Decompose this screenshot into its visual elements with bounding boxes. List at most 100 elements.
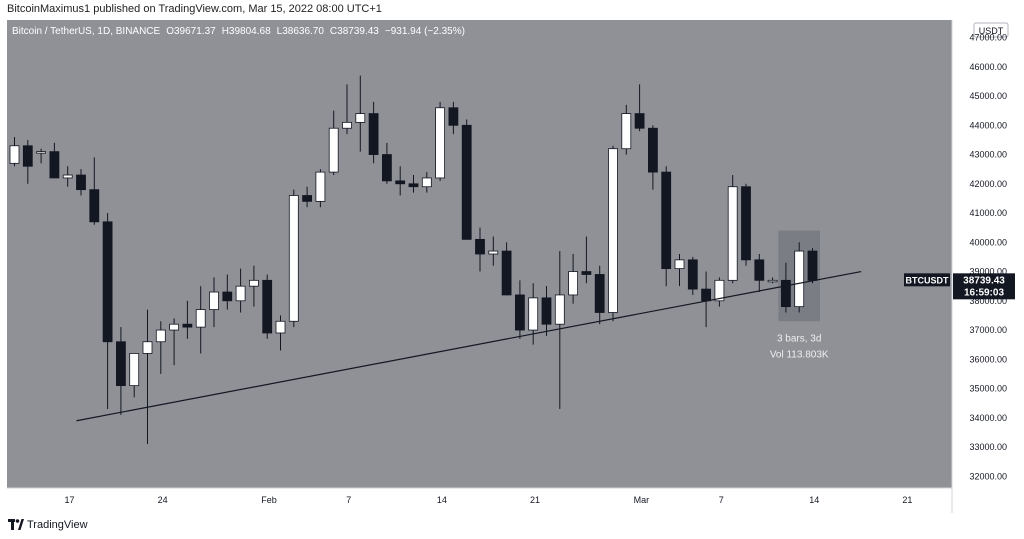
time-tick-label: Mar [634, 495, 650, 505]
candle-body [501, 250, 512, 296]
candle [342, 84, 352, 135]
candle-body [421, 177, 432, 188]
candle [621, 104, 632, 155]
candle [302, 186, 313, 208]
price-tick-label: 36000.00 [969, 354, 1007, 364]
candle-body [781, 279, 791, 308]
candle-body [754, 259, 765, 281]
candle-body [621, 113, 632, 150]
time-tick-label: 21 [530, 495, 540, 505]
price-tick-label: 43000.00 [969, 150, 1007, 160]
symbol-title: Bitcoin / TetherUS, 1D, BINANCE [12, 26, 161, 37]
symbol-tag-text: BTCUSDT [906, 275, 949, 285]
candle [381, 142, 392, 184]
price-tick-label: 38000.00 [969, 296, 1007, 306]
price-tag-value: 38739.43 [963, 275, 1005, 286]
candle [648, 125, 658, 190]
candle-body [262, 279, 273, 334]
support-trendline[interactable] [76, 270, 862, 422]
candle [355, 75, 366, 152]
candle-body [687, 259, 698, 290]
time-tick-label: Feb [261, 495, 277, 505]
candle [22, 139, 33, 184]
candle-body [475, 238, 485, 255]
candle [209, 277, 219, 328]
candle-body [275, 320, 286, 334]
price-tag-countdown: 16:59:03 [964, 287, 1004, 298]
price-tick-label: 47000.00 [969, 33, 1007, 43]
candle [315, 169, 326, 208]
tradingview-brand: TradingView [27, 519, 88, 531]
price-axis-panel [952, 20, 1017, 513]
tradingview-logo-icon [8, 519, 24, 530]
candle [608, 145, 618, 322]
last-price-label: BTCUSDT 38739.43 16:59:03 [904, 273, 1015, 300]
price-tick-label: 45000.00 [969, 91, 1007, 101]
candle-body [461, 124, 472, 240]
price-tick-label: 32000.00 [969, 471, 1007, 481]
candle-body [435, 107, 446, 179]
candle-body [169, 323, 180, 331]
candle [169, 318, 180, 366]
candle-body [608, 148, 618, 313]
price-tick-label: 37000.00 [969, 325, 1007, 335]
candle [76, 169, 86, 196]
candle-body [315, 171, 326, 202]
price-tick-label: 40000.00 [969, 237, 1007, 247]
candle [129, 353, 140, 398]
candle [328, 110, 339, 176]
candle [275, 315, 286, 351]
candle-body [342, 121, 352, 129]
candle [514, 280, 525, 339]
candle-body [368, 113, 379, 155]
candle-body [155, 329, 166, 343]
candle-body [182, 323, 193, 328]
candle-body [794, 250, 805, 308]
chart-area[interactable]: Bitcoin / TetherUS, 1D, BINANCE O39671.3… [7, 20, 1017, 513]
candle-body [288, 195, 299, 322]
candle [195, 286, 206, 354]
candle [116, 327, 126, 415]
currency-badge[interactable]: USDT [973, 22, 1009, 38]
candle [62, 166, 73, 187]
price-tick-label: 34000.00 [969, 413, 1007, 423]
ohlc-high: H39804.68 [222, 26, 271, 37]
candle-body [195, 309, 206, 328]
candle-body [488, 250, 499, 255]
candle-body [395, 180, 406, 185]
candle-body [554, 294, 565, 325]
candle [36, 148, 47, 164]
candle [594, 265, 605, 325]
candle [634, 84, 645, 132]
candle [435, 101, 446, 181]
currency-label: USDT [979, 26, 1004, 36]
ohlc-open: O39671.37 [166, 26, 216, 37]
candle [262, 274, 273, 339]
candle [368, 101, 379, 164]
time-tick-label: 17 [64, 495, 74, 505]
candle-body [102, 221, 113, 343]
candle [568, 254, 578, 304]
candle-body [248, 279, 259, 287]
candle-body [116, 341, 126, 387]
candle [222, 274, 233, 310]
candle-body [129, 353, 140, 387]
candle [9, 137, 20, 167]
candle-body [767, 279, 778, 283]
price-tick-label: 35000.00 [969, 384, 1007, 394]
price-tick-label: 44000.00 [969, 120, 1007, 130]
price-tick-label: 42000.00 [969, 179, 1007, 189]
candle-body [9, 145, 20, 164]
time-tick-label: 14 [437, 495, 447, 505]
candle [235, 268, 246, 313]
candle [661, 166, 672, 287]
candle [767, 277, 778, 284]
candle-body [701, 288, 711, 302]
candle [475, 227, 485, 272]
candle-body [381, 154, 392, 182]
candlestick-chart[interactable]: Bitcoin / TetherUS, 1D, BINANCE O39671.3… [7, 20, 1017, 513]
ohlc-close: C38739.43 [330, 26, 379, 37]
time-tick-label: 7 [346, 495, 351, 505]
candle-body [807, 250, 818, 281]
candle-body [714, 279, 725, 302]
